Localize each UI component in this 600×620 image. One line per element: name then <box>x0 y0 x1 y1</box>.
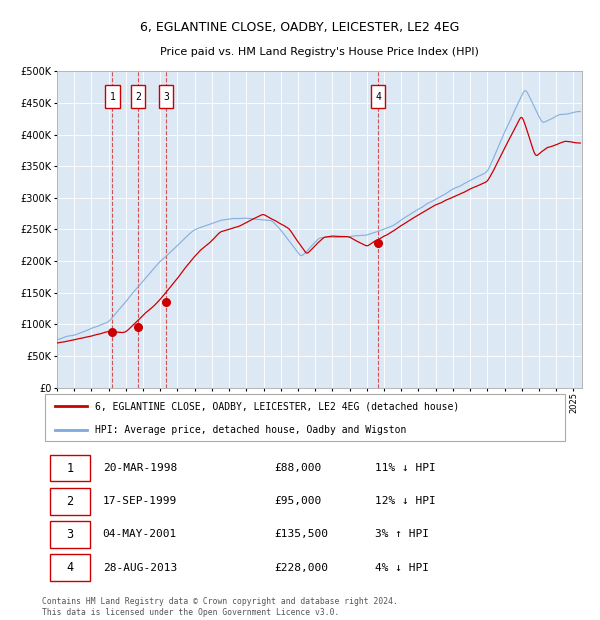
Text: 3: 3 <box>66 528 73 541</box>
FancyBboxPatch shape <box>44 394 565 441</box>
FancyBboxPatch shape <box>105 85 119 108</box>
FancyBboxPatch shape <box>50 455 89 482</box>
Text: 1: 1 <box>109 92 115 102</box>
Text: 2: 2 <box>66 495 73 508</box>
Text: 3: 3 <box>163 92 169 102</box>
Text: 20-MAR-1998: 20-MAR-1998 <box>103 463 177 474</box>
Text: 4% ↓ HPI: 4% ↓ HPI <box>374 562 428 572</box>
Text: £88,000: £88,000 <box>274 463 322 474</box>
FancyBboxPatch shape <box>131 85 145 108</box>
FancyBboxPatch shape <box>50 554 89 580</box>
Text: 4: 4 <box>375 92 381 102</box>
FancyBboxPatch shape <box>50 521 89 547</box>
Text: 04-MAY-2001: 04-MAY-2001 <box>103 529 177 539</box>
Text: 2: 2 <box>136 92 141 102</box>
Text: HPI: Average price, detached house, Oadby and Wigston: HPI: Average price, detached house, Oadb… <box>95 425 406 435</box>
Text: £228,000: £228,000 <box>274 562 328 572</box>
Text: 11% ↓ HPI: 11% ↓ HPI <box>374 463 436 474</box>
Text: 1: 1 <box>66 462 73 475</box>
Text: £95,000: £95,000 <box>274 497 322 507</box>
Text: £135,500: £135,500 <box>274 529 328 539</box>
Text: 4: 4 <box>66 561 73 574</box>
Text: Contains HM Land Registry data © Crown copyright and database right 2024.
This d: Contains HM Land Registry data © Crown c… <box>42 598 398 617</box>
FancyBboxPatch shape <box>159 85 173 108</box>
Title: Price paid vs. HM Land Registry's House Price Index (HPI): Price paid vs. HM Land Registry's House … <box>160 46 479 56</box>
Text: 17-SEP-1999: 17-SEP-1999 <box>103 497 177 507</box>
Text: 6, EGLANTINE CLOSE, OADBY, LEICESTER, LE2 4EG (detached house): 6, EGLANTINE CLOSE, OADBY, LEICESTER, LE… <box>95 401 459 411</box>
Text: 6, EGLANTINE CLOSE, OADBY, LEICESTER, LE2 4EG: 6, EGLANTINE CLOSE, OADBY, LEICESTER, LE… <box>140 21 460 34</box>
Text: 12% ↓ HPI: 12% ↓ HPI <box>374 497 436 507</box>
FancyBboxPatch shape <box>371 85 385 108</box>
Text: 3% ↑ HPI: 3% ↑ HPI <box>374 529 428 539</box>
FancyBboxPatch shape <box>50 489 89 515</box>
Text: 28-AUG-2013: 28-AUG-2013 <box>103 562 177 572</box>
